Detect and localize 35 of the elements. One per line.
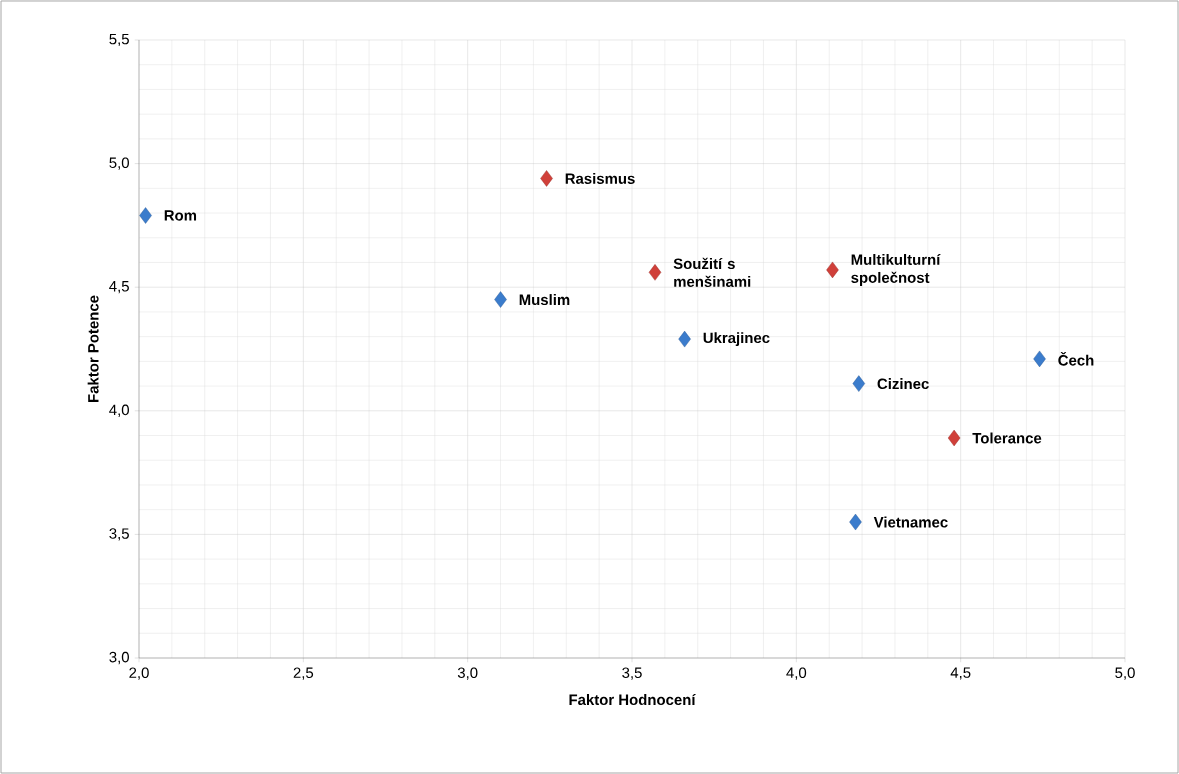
annotation: Ukrajinec [703, 332, 770, 347]
annotation: Rasismus [565, 172, 635, 184]
x-tick-label: 3,0 [457, 667, 478, 680]
point [494, 291, 507, 308]
point [540, 170, 553, 187]
x-tick-label: 3,5 [622, 667, 642, 680]
y-tick-label: 3,0 [109, 651, 129, 665]
y-tick-label: 4,5 [109, 281, 129, 294]
annotation: Rom [164, 210, 197, 221]
x-axis-title: Faktor Hodnocení [569, 693, 696, 706]
point [849, 513, 862, 531]
annotation: Vietnamec [873, 516, 948, 528]
x-tick-label: 4,0 [786, 667, 807, 680]
point [139, 207, 152, 224]
y-tick-label: 3,5 [109, 528, 129, 541]
y-axis-title: Faktor Potence [87, 295, 99, 402]
point [678, 330, 691, 348]
y-tick-label: 4,0 [109, 404, 129, 417]
x-tick-label: 5,0 [1115, 667, 1135, 680]
point [852, 375, 865, 392]
x-tick-label: 2,0 [129, 667, 149, 680]
annotation: Čech [1058, 352, 1094, 366]
x-tick-label: 4,5 [950, 667, 971, 680]
point [826, 261, 839, 279]
point [1033, 350, 1046, 368]
annotation: Cizinec [877, 378, 929, 390]
point [947, 429, 961, 447]
x-tick-label: 2,5 [293, 667, 314, 680]
y-tick-label: 5,5 [109, 33, 129, 47]
y-tick-label: 5,0 [109, 157, 129, 170]
annotation: Muslim [519, 294, 570, 306]
annotation: Soužití s menšinami [673, 257, 751, 287]
annotation: Tolerance [972, 432, 1042, 444]
annotation: Multikulturní společnost [851, 253, 941, 286]
point [648, 264, 662, 281]
